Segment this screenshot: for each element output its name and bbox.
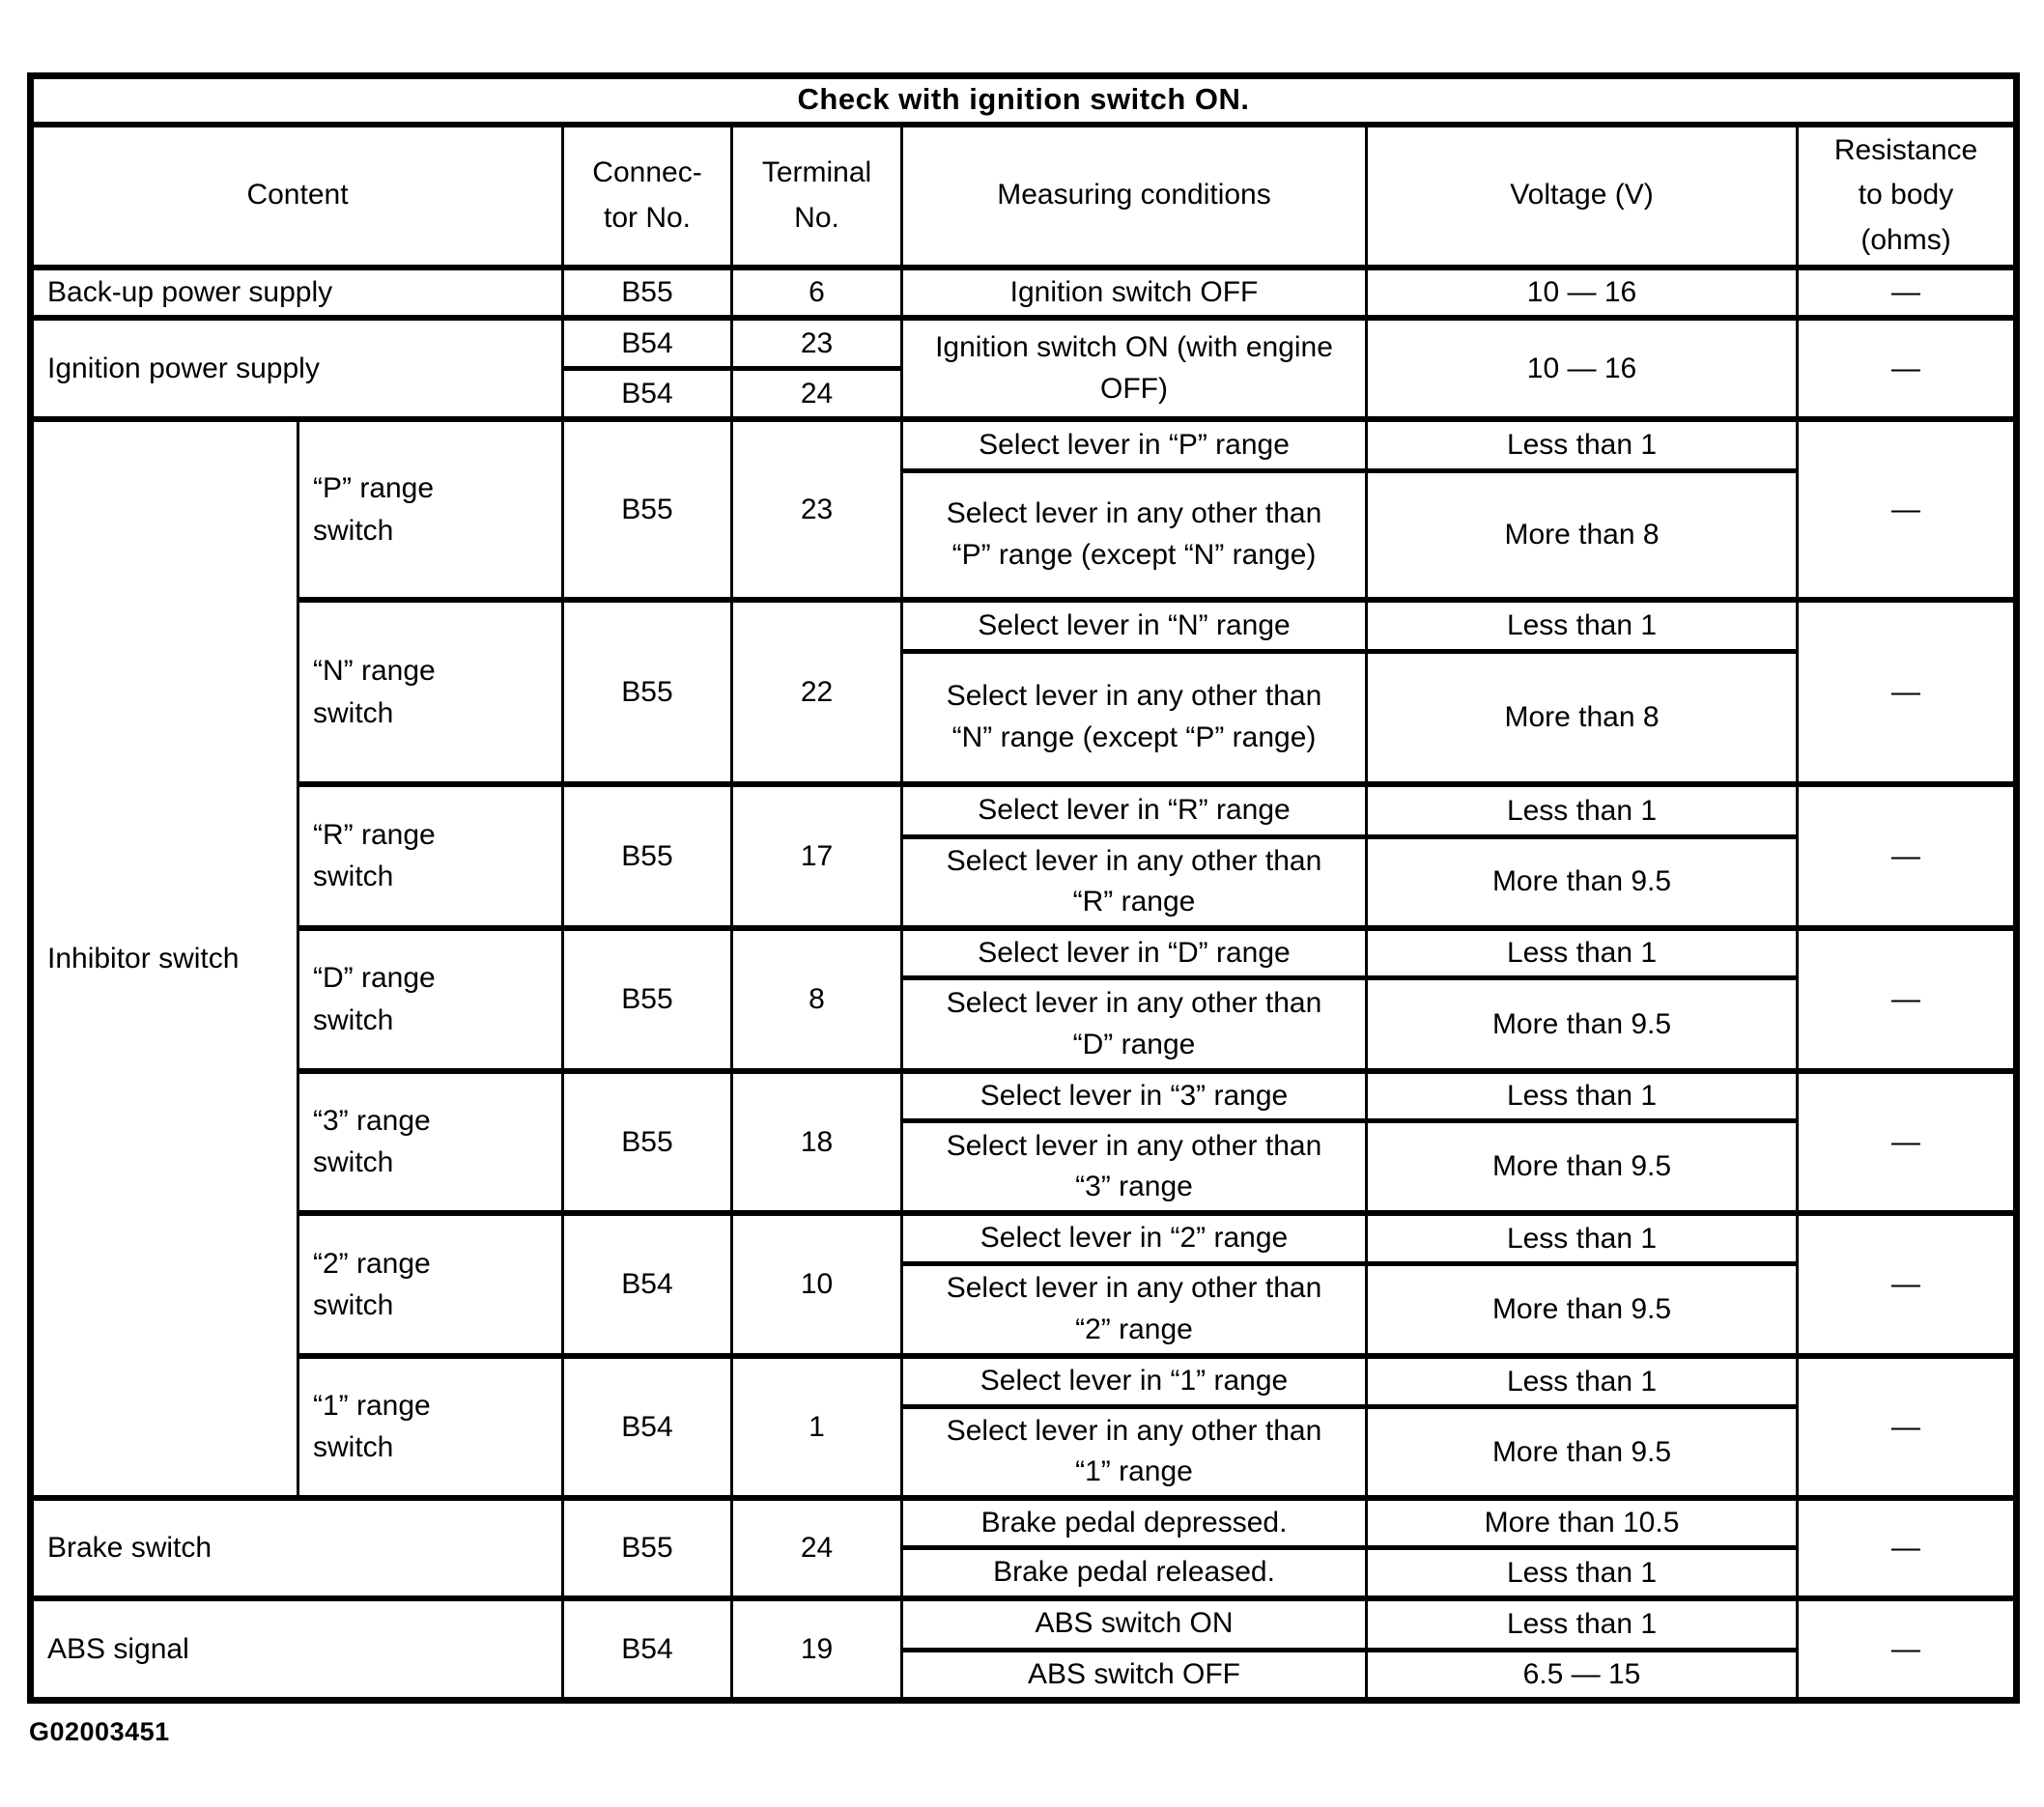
inhibitor-content: Inhibitor switch <box>29 416 299 1501</box>
backup-resistance: — <box>1795 264 2019 321</box>
brake-content: Brake switch <box>29 1494 564 1601</box>
diagnostic-table: Check with ignition switch ON. Content C… <box>27 72 2021 1705</box>
backup-content: Back-up power supply <box>29 264 564 321</box>
r-range-resistance: — <box>1795 781 2019 931</box>
abs-connector: B54 <box>561 1595 733 1704</box>
two-range-label: “2” range switch <box>297 1209 564 1359</box>
ignition-terminal-1: 23 <box>730 315 903 371</box>
p-range-terminal: 23 <box>730 416 903 603</box>
n-range-label: “N” range switch <box>297 597 564 787</box>
p-range-condition-out: Select lever in any other than “P” range… <box>900 467 1368 603</box>
abs-resistance: — <box>1795 1595 2019 1704</box>
ignition-connector-2: B54 <box>561 365 733 422</box>
one-range-connector: B54 <box>561 1353 733 1501</box>
three-range-voltage-in: Less than 1 <box>1365 1067 1799 1124</box>
abs-voltage-1: Less than 1 <box>1365 1595 1799 1652</box>
brake-terminal: 24 <box>730 1494 903 1601</box>
three-range-condition-out: Select lever in any other than “3” range <box>900 1118 1368 1216</box>
one-range-terminal: 1 <box>730 1353 903 1501</box>
header-terminal-no: Terminal No. <box>730 121 903 269</box>
backup-voltage: 10 — 16 <box>1365 264 1799 321</box>
two-range-connector: B54 <box>561 1209 733 1359</box>
two-range-condition-out: Select lever in any other than “2” range <box>900 1260 1368 1359</box>
abs-condition-2: ABS switch OFF <box>900 1647 1368 1704</box>
d-range-connector: B55 <box>561 924 733 1074</box>
abs-condition-1: ABS switch ON <box>900 1595 1368 1652</box>
two-range-terminal: 10 <box>730 1209 903 1359</box>
abs-voltage-2: 6.5 — 15 <box>1365 1647 1799 1704</box>
ignition-voltage: 10 — 16 <box>1365 315 1799 422</box>
figure-id: G02003451 <box>29 1717 170 1746</box>
three-range-condition-in: Select lever in “3” range <box>900 1067 1368 1124</box>
p-range-resistance: — <box>1795 416 2019 603</box>
brake-condition-2: Brake pedal released. <box>900 1545 1368 1601</box>
brake-resistance: — <box>1795 1494 2019 1601</box>
r-range-condition-in: Select lever in “R” range <box>900 781 1368 839</box>
brake-voltage-1: More than 10.5 <box>1365 1494 1799 1551</box>
one-range-label: “1” range switch <box>297 1353 564 1501</box>
ignition-resistance: — <box>1795 315 2019 422</box>
n-range-condition-out: Select lever in any other than “N” range… <box>900 648 1368 787</box>
n-range-voltage-in: Less than 1 <box>1365 597 1799 654</box>
header-voltage: Voltage (V) <box>1365 121 1799 269</box>
d-range-condition-out: Select lever in any other than “D” range <box>900 975 1368 1074</box>
r-range-voltage-in: Less than 1 <box>1365 781 1799 839</box>
one-range-condition-out: Select lever in any other than “1” range <box>900 1403 1368 1501</box>
backup-condition: Ignition switch OFF <box>900 264 1368 321</box>
r-range-voltage-out: More than 9.5 <box>1365 833 1799 931</box>
n-range-terminal: 22 <box>730 597 903 787</box>
ignition-connector-1: B54 <box>561 315 733 371</box>
header-resistance: Resistance to body (ohms) <box>1795 121 2019 269</box>
d-range-terminal: 8 <box>730 924 903 1074</box>
brake-condition-1: Brake pedal depressed. <box>900 1494 1368 1551</box>
d-range-voltage-out: More than 9.5 <box>1365 975 1799 1074</box>
r-range-connector: B55 <box>561 781 733 931</box>
three-range-voltage-out: More than 9.5 <box>1365 1118 1799 1216</box>
two-range-voltage-out: More than 9.5 <box>1365 1260 1799 1359</box>
header-connector-no: Connec- tor No. <box>561 121 733 269</box>
one-range-voltage-in: Less than 1 <box>1365 1353 1799 1409</box>
two-range-condition-in: Select lever in “2” range <box>900 1209 1368 1266</box>
n-range-connector: B55 <box>561 597 733 787</box>
r-range-terminal: 17 <box>730 781 903 931</box>
p-range-connector: B55 <box>561 416 733 603</box>
brake-connector: B55 <box>561 1494 733 1601</box>
three-range-terminal: 18 <box>730 1067 903 1216</box>
header-measuring-conditions: Measuring conditions <box>900 121 1368 269</box>
p-range-voltage-in: Less than 1 <box>1365 416 1799 473</box>
n-range-voltage-out: More than 8 <box>1365 648 1799 787</box>
three-range-connector: B55 <box>561 1067 733 1216</box>
two-range-voltage-in: Less than 1 <box>1365 1209 1799 1266</box>
header-content: Content <box>29 121 564 269</box>
ignition-content: Ignition power supply <box>29 315 564 422</box>
one-range-resistance: — <box>1795 1353 2019 1501</box>
ignition-condition: Ignition switch ON (with engine OFF) <box>900 315 1368 422</box>
one-range-condition-in: Select lever in “1” range <box>900 1353 1368 1409</box>
table-title: Check with ignition switch ON. <box>28 73 2019 127</box>
one-range-voltage-out: More than 9.5 <box>1365 1403 1799 1501</box>
n-range-resistance: — <box>1795 597 2019 787</box>
p-range-voltage-out: More than 8 <box>1365 467 1799 603</box>
backup-connector: B55 <box>561 264 733 321</box>
p-range-condition-in: Select lever in “P” range <box>900 416 1368 473</box>
d-range-resistance: — <box>1795 924 2019 1074</box>
abs-content: ABS signal <box>29 1595 564 1704</box>
backup-terminal: 6 <box>730 264 903 321</box>
ignition-terminal-2: 24 <box>730 365 903 422</box>
d-range-condition-in: Select lever in “D” range <box>900 924 1368 981</box>
d-range-voltage-in: Less than 1 <box>1365 924 1799 981</box>
r-range-condition-out: Select lever in any other than “R” range <box>900 833 1368 931</box>
r-range-label: “R” range switch <box>297 781 564 931</box>
p-range-label: “P” range switch <box>297 416 564 603</box>
two-range-resistance: — <box>1795 1209 2019 1359</box>
n-range-condition-in: Select lever in “N” range <box>900 597 1368 654</box>
abs-terminal: 19 <box>730 1595 903 1704</box>
three-range-label: “3” range switch <box>297 1067 564 1216</box>
d-range-label: “D” range switch <box>297 924 564 1074</box>
brake-voltage-2: Less than 1 <box>1365 1545 1799 1601</box>
three-range-resistance: — <box>1795 1067 2019 1216</box>
